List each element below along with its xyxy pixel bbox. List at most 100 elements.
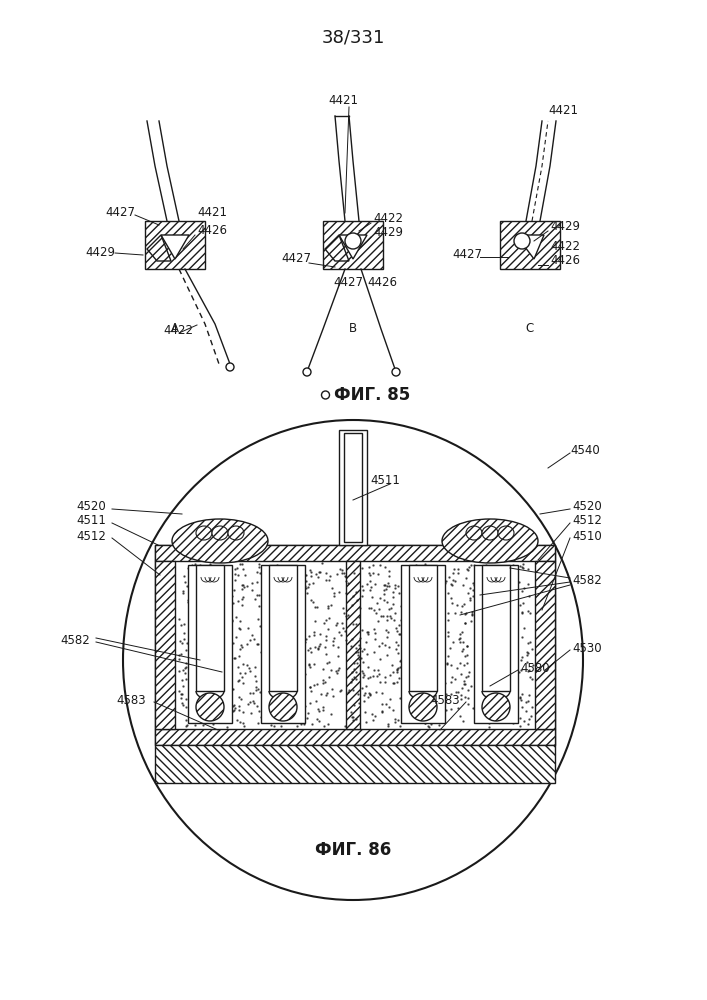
Point [200, 638, 211, 654]
Point [324, 654, 335, 670]
Point [464, 592, 476, 608]
Bar [261, 565, 305, 723]
Point [462, 638, 473, 654]
Point [247, 627, 258, 643]
Bar [401, 565, 445, 723]
Point [271, 572, 282, 588]
Point [290, 709, 301, 725]
Point [394, 626, 405, 642]
Point [293, 674, 304, 690]
Point [220, 571, 231, 587]
Point [510, 567, 521, 583]
Point [505, 668, 516, 684]
Point [370, 684, 382, 700]
Point [390, 620, 402, 636]
Point [500, 601, 511, 617]
Point [236, 556, 247, 572]
Point [395, 690, 406, 706]
Point [403, 671, 414, 687]
Point [418, 601, 429, 617]
Point [510, 645, 521, 661]
Point [205, 562, 216, 578]
Point [214, 628, 225, 644]
Point [375, 557, 386, 573]
Point [505, 650, 516, 666]
Point [446, 577, 457, 593]
Point [255, 565, 266, 581]
Bar [535, 561, 555, 729]
Circle shape [303, 368, 311, 376]
Point [462, 647, 473, 663]
Point [419, 666, 431, 682]
Point [506, 669, 517, 685]
Point [378, 592, 390, 608]
Point [459, 615, 470, 631]
Point [488, 704, 499, 720]
Point [310, 599, 321, 615]
Point [397, 590, 408, 606]
Point [510, 654, 521, 670]
Point [182, 635, 193, 651]
Point [402, 693, 413, 709]
Point [274, 656, 286, 672]
Point [462, 562, 474, 578]
Circle shape [226, 363, 234, 371]
Point [350, 616, 361, 632]
Point [254, 556, 265, 572]
Point [251, 587, 262, 603]
Point [443, 569, 455, 585]
Point [361, 634, 372, 650]
Point [439, 575, 450, 591]
Point [228, 582, 240, 598]
Point [524, 588, 535, 604]
Point [520, 694, 532, 710]
Point [181, 718, 192, 734]
Bar [155, 561, 175, 729]
Point [296, 620, 307, 636]
Point [511, 691, 522, 707]
Point [308, 594, 319, 610]
Point [226, 613, 238, 629]
Point [329, 588, 340, 604]
Point [427, 659, 438, 675]
Polygon shape [161, 235, 189, 259]
Point [508, 578, 519, 594]
Point [184, 615, 195, 631]
Point [413, 714, 424, 730]
Point [354, 640, 366, 656]
Point [455, 630, 466, 646]
Point [380, 622, 391, 638]
Point [350, 671, 361, 687]
Point [434, 597, 445, 613]
Point [354, 609, 365, 625]
Point [209, 684, 221, 700]
Point [360, 714, 371, 730]
Point [236, 639, 247, 655]
Text: A: A [171, 322, 179, 336]
Point [192, 688, 203, 704]
Point [481, 643, 493, 659]
Point [251, 698, 262, 714]
Point [400, 594, 411, 610]
Point [414, 579, 426, 595]
Point [192, 667, 204, 683]
Point [349, 661, 360, 677]
Point [332, 648, 344, 664]
Point [457, 577, 469, 593]
Point [294, 667, 305, 683]
Point [462, 690, 474, 706]
Point [461, 605, 472, 621]
Point [392, 578, 404, 594]
Point [214, 620, 226, 636]
Point [419, 619, 431, 635]
Point [465, 678, 477, 694]
Point [487, 656, 498, 672]
Point [194, 644, 206, 660]
Point [305, 695, 316, 711]
Point [291, 664, 302, 680]
Point [522, 645, 534, 661]
Point [295, 675, 306, 691]
Point [324, 572, 335, 588]
Point [501, 682, 512, 698]
Point [350, 640, 361, 656]
